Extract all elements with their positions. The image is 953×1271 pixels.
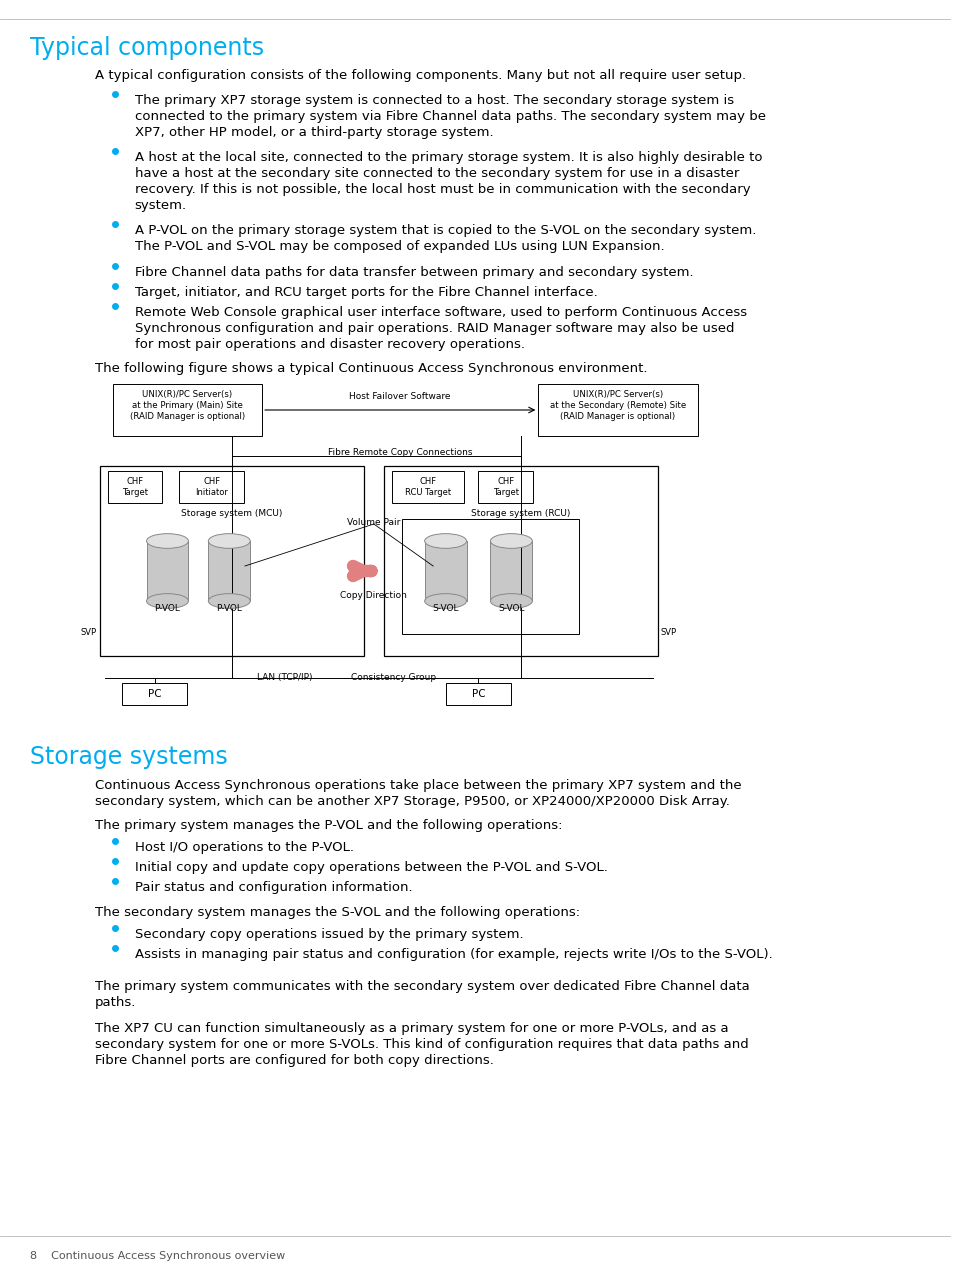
Text: A host at the local site, connected to the primary storage system. It is also hi: A host at the local site, connected to t… [134,151,761,212]
Text: S-VOL: S-VOL [432,604,458,613]
Text: Host I/O operations to the P-VOL.: Host I/O operations to the P-VOL. [134,841,354,854]
Text: CHF
Target: CHF Target [493,477,518,497]
FancyBboxPatch shape [446,683,511,705]
Text: Host Failover Software: Host Failover Software [349,391,451,400]
Text: PC: PC [471,689,485,699]
Text: CHF
Initiator: CHF Initiator [195,477,228,497]
FancyBboxPatch shape [112,384,262,436]
Text: P-VOL: P-VOL [216,604,242,613]
Ellipse shape [208,594,250,609]
Ellipse shape [424,594,466,609]
FancyBboxPatch shape [424,541,466,601]
Text: The following figure shows a typical Continuous Access Synchronous environment.: The following figure shows a typical Con… [94,362,646,375]
Text: Pair status and configuration information.: Pair status and configuration informatio… [134,881,412,894]
Text: Fibre Channel data paths for data transfer between primary and secondary system.: Fibre Channel data paths for data transf… [134,266,693,280]
Text: Continuous Access Synchronous operations take place between the primary XP7 syst: Continuous Access Synchronous operations… [94,779,740,808]
Text: Copy Direction: Copy Direction [340,591,407,600]
Text: Volume Pair: Volume Pair [347,519,400,527]
Text: Storage systems: Storage systems [30,745,228,769]
Text: PC: PC [148,689,161,699]
Text: The primary XP7 storage system is connected to a host. The secondary storage sys: The primary XP7 storage system is connec… [134,94,764,139]
Text: LAN (TCP/IP): LAN (TCP/IP) [256,674,312,683]
Text: Remote Web Console graphical user interface software, used to perform Continuous: Remote Web Console graphical user interf… [134,306,746,351]
FancyBboxPatch shape [478,472,533,503]
Ellipse shape [490,534,532,548]
Text: SVP: SVP [80,628,96,637]
FancyBboxPatch shape [537,384,697,436]
Text: CHF
Target: CHF Target [122,477,148,497]
Text: Typical components: Typical components [30,36,264,60]
Text: A typical configuration consists of the following components. Many but not all r: A typical configuration consists of the … [94,69,745,83]
Text: S-VOL: S-VOL [497,604,524,613]
Ellipse shape [147,594,188,609]
Text: Secondary copy operations issued by the primary system.: Secondary copy operations issued by the … [134,928,522,941]
Text: P-VOL: P-VOL [154,604,180,613]
Ellipse shape [147,534,188,548]
FancyBboxPatch shape [208,541,250,601]
FancyBboxPatch shape [383,466,658,656]
Ellipse shape [208,534,250,548]
Text: Storage system (RCU): Storage system (RCU) [471,508,570,519]
FancyBboxPatch shape [392,472,463,503]
Text: Initial copy and update copy operations between the P-VOL and S-VOL.: Initial copy and update copy operations … [134,860,607,874]
Text: Target, initiator, and RCU target ports for the Fibre Channel interface.: Target, initiator, and RCU target ports … [134,286,597,299]
Text: The primary system communicates with the secondary system over dedicated Fibre C: The primary system communicates with the… [94,980,749,1009]
FancyBboxPatch shape [490,541,532,601]
Text: The secondary system manages the S-VOL and the following operations:: The secondary system manages the S-VOL a… [94,906,579,919]
FancyBboxPatch shape [179,472,244,503]
Text: UNIX(R)/PC Server(s)
at the Secondary (Remote) Site
(RAID Manager is optional): UNIX(R)/PC Server(s) at the Secondary (R… [549,390,685,421]
FancyBboxPatch shape [108,472,162,503]
Text: 8    Continuous Access Synchronous overview: 8 Continuous Access Synchronous overview [30,1251,285,1261]
Text: The XP7 CU can function simultaneously as a primary system for one or more P-VOL: The XP7 CU can function simultaneously a… [94,1022,748,1066]
Text: CHF
RCU Target: CHF RCU Target [404,477,450,497]
Text: Assists in managing pair status and configuration (for example, rejects write I/: Assists in managing pair status and conf… [134,948,772,961]
Ellipse shape [424,534,466,548]
FancyBboxPatch shape [99,466,363,656]
Ellipse shape [490,594,532,609]
Text: Storage system (MCU): Storage system (MCU) [181,508,282,519]
FancyBboxPatch shape [147,541,188,601]
FancyBboxPatch shape [122,683,187,705]
Text: UNIX(R)/PC Server(s)
at the Primary (Main) Site
(RAID Manager is optional): UNIX(R)/PC Server(s) at the Primary (Mai… [130,390,245,421]
Text: Fibre Remote Copy Connections: Fibre Remote Copy Connections [328,447,472,458]
Text: Consistency Group: Consistency Group [351,674,436,683]
Text: SVP: SVP [660,628,677,637]
Text: The primary system manages the P-VOL and the following operations:: The primary system manages the P-VOL and… [94,819,561,833]
FancyBboxPatch shape [401,519,578,634]
Text: A P-VOL on the primary storage system that is copied to the S-VOL on the seconda: A P-VOL on the primary storage system th… [134,224,755,253]
